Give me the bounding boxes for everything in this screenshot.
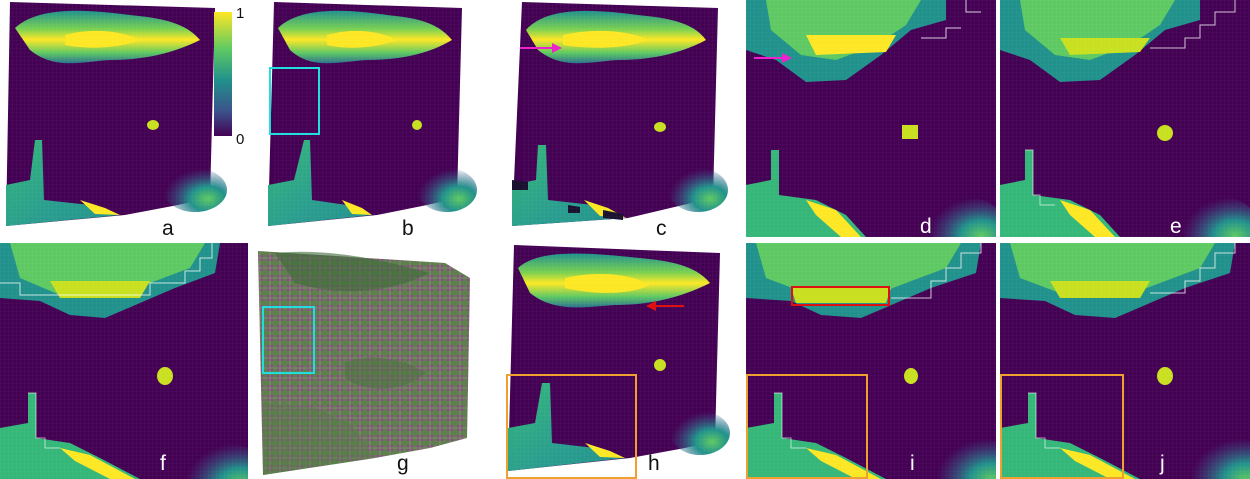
terrain-surface-a — [6, 2, 227, 226]
red-highlight-box — [791, 286, 890, 306]
terrain-surface-c — [512, 2, 728, 226]
colorbar — [214, 12, 232, 136]
orange-highlight-box — [746, 374, 868, 479]
zoomed-grid-e — [1000, 0, 1250, 237]
orange-highlight-box — [1000, 374, 1124, 479]
panel-label-f: f — [160, 452, 166, 475]
panel-i: i — [746, 243, 996, 479]
colorbar-max-label: 1 — [236, 5, 245, 22]
panel-b: b — [262, 0, 502, 240]
panel-c: c — [508, 0, 740, 240]
panel-label-b: b — [402, 217, 414, 240]
terrain-surface-b — [268, 2, 477, 226]
panel-label-e: e — [1170, 215, 1182, 237]
zoomed-grid-j — [1000, 243, 1250, 479]
mesh-surface-g — [258, 251, 470, 475]
panel-label-j: j — [1160, 452, 1165, 475]
cyan-highlight-box — [262, 306, 315, 374]
panel-label-c: c — [656, 217, 667, 240]
colorbar-gradient — [214, 12, 232, 136]
panel-label-g: g — [397, 452, 409, 475]
panel-label-d: d — [920, 215, 932, 237]
panel-label-a: a — [162, 217, 174, 240]
magenta-arrow — [520, 43, 562, 53]
zoomed-grid-d — [746, 0, 996, 237]
zoomed-grid-f — [0, 243, 248, 479]
panel-a: 1 0 a — [0, 0, 245, 240]
magenta-arrow — [754, 53, 792, 63]
red-arrow — [646, 301, 684, 311]
cyan-highlight-box — [269, 67, 320, 135]
panel-j: j — [1000, 243, 1250, 479]
panel-label-i: i — [910, 452, 915, 475]
colorbar-min-label: 0 — [236, 131, 245, 148]
panel-g: g — [255, 243, 495, 479]
orange-highlight-box — [506, 374, 637, 479]
zoomed-grid-i — [746, 243, 996, 479]
panel-label-h: h — [648, 452, 660, 475]
panel-d: d — [746, 0, 996, 237]
panel-f: f — [0, 243, 248, 479]
panel-e: e — [1000, 0, 1250, 237]
terrain-surface-h — [506, 245, 730, 479]
panel-h: h — [500, 243, 740, 479]
